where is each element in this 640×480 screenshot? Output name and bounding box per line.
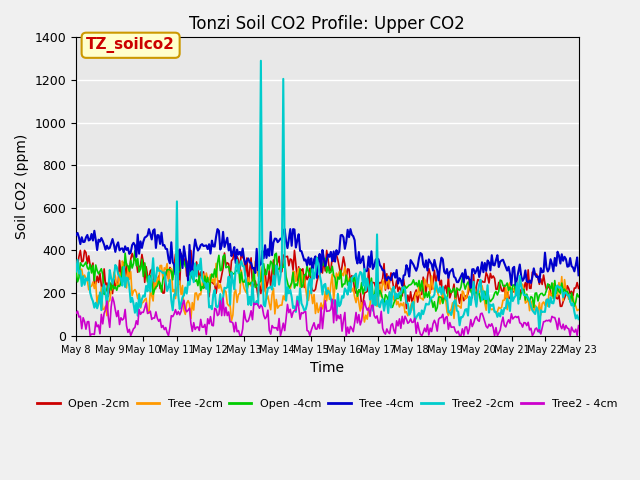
Y-axis label: Soil CO2 (ppm): Soil CO2 (ppm)	[15, 134, 29, 239]
Title: Tonzi Soil CO2 Profile: Upper CO2: Tonzi Soil CO2 Profile: Upper CO2	[189, 15, 465, 33]
Text: TZ_soilco2: TZ_soilco2	[86, 37, 175, 53]
X-axis label: Time: Time	[310, 361, 344, 375]
Legend: Open -2cm, Tree -2cm, Open -4cm, Tree -4cm, Tree2 -2cm, Tree2 - 4cm: Open -2cm, Tree -2cm, Open -4cm, Tree -4…	[33, 395, 622, 414]
